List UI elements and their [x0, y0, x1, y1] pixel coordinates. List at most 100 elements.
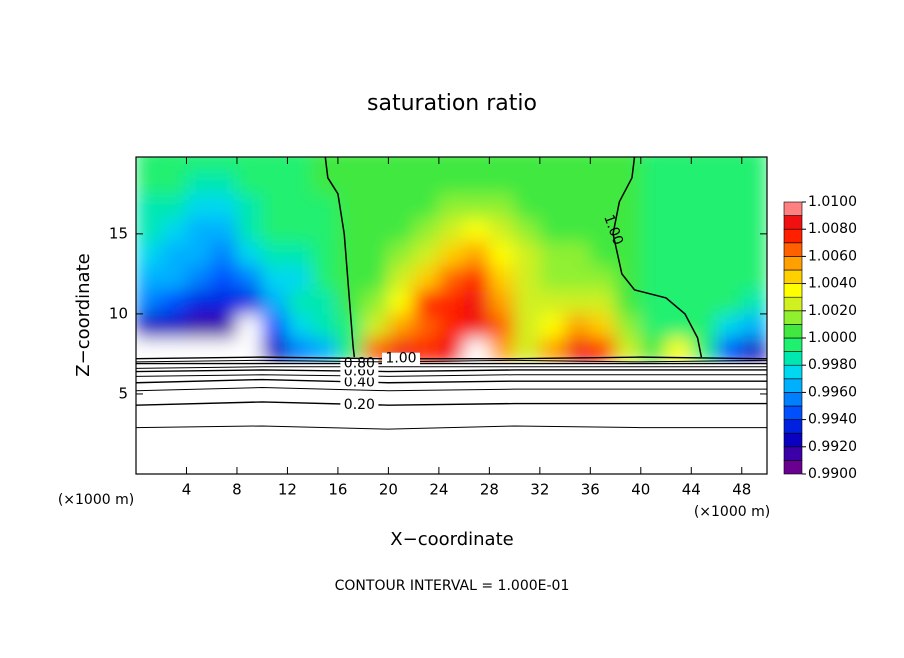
cell [236, 337, 263, 363]
cell [236, 217, 263, 243]
cell [211, 289, 238, 315]
cell [236, 289, 263, 315]
cell [589, 157, 617, 171]
cell [539, 169, 566, 195]
contour-line [136, 387, 767, 392]
cell [564, 217, 591, 243]
cell [160, 313, 187, 339]
cell [741, 313, 767, 339]
cell [312, 157, 339, 171]
cell [211, 217, 238, 243]
contours: 0.200.400.600.80 1.001.00 [136, 157, 767, 430]
cell [438, 265, 465, 291]
cell [337, 241, 364, 267]
contour-label-bg [340, 399, 379, 412]
cell [514, 169, 541, 195]
cell [741, 265, 767, 291]
colorbar-band [783, 242, 803, 257]
cell [690, 313, 718, 339]
cell [564, 313, 591, 339]
cell [589, 169, 617, 195]
contour-label-bg [382, 352, 421, 365]
cell [236, 313, 263, 339]
cell [438, 217, 465, 243]
colorbar-tick-label: 0.9940 [808, 412, 857, 428]
cell [488, 157, 516, 171]
cell [589, 241, 617, 267]
cell [438, 157, 465, 171]
cell [665, 337, 692, 363]
x-tick-label: 8 [232, 481, 242, 499]
cell [160, 217, 187, 243]
contour-line [136, 356, 767, 360]
cell [514, 157, 541, 171]
cell [564, 193, 591, 219]
cell [261, 241, 288, 267]
cell [514, 217, 541, 243]
cell [438, 193, 465, 219]
cell [236, 193, 263, 219]
cell [741, 289, 767, 315]
colorbar-tick-label: 1.0020 [808, 303, 857, 319]
cell [438, 313, 465, 339]
cell [539, 193, 566, 219]
cell [640, 313, 667, 339]
colorbar-band [783, 201, 803, 216]
cell [690, 157, 718, 171]
cell [236, 265, 263, 291]
cell [539, 217, 566, 243]
colorbar-band [783, 324, 803, 339]
cell [665, 265, 692, 291]
cell [337, 169, 364, 195]
cell [413, 157, 440, 171]
contour-line [136, 425, 767, 430]
cell [261, 313, 288, 339]
cell [741, 157, 767, 171]
field [136, 157, 767, 363]
cell [665, 193, 692, 219]
cell [615, 157, 642, 171]
x-tick-label: 20 [379, 481, 398, 499]
colorbar-band [783, 378, 803, 393]
cell [261, 169, 288, 195]
cell [640, 265, 667, 291]
cell [185, 241, 213, 267]
x-tick-label: 44 [682, 481, 701, 499]
x-tick-label: 24 [429, 481, 448, 499]
cell [690, 289, 718, 315]
cell [160, 265, 187, 291]
cell [261, 289, 288, 315]
cell [136, 265, 162, 291]
cell [211, 193, 238, 219]
cell [741, 241, 767, 267]
cell [312, 217, 339, 243]
cell [615, 265, 642, 291]
cell [236, 169, 263, 195]
colorbar-band [783, 364, 803, 380]
colorbar-band [783, 446, 803, 461]
cell [690, 169, 718, 195]
cell [665, 313, 692, 339]
cell [160, 289, 187, 315]
cell [716, 217, 743, 243]
colorbar-band [783, 405, 803, 420]
x-tick-label: 28 [480, 481, 499, 499]
contour-label-bg [340, 376, 379, 389]
cell [286, 289, 314, 315]
cell [716, 289, 743, 315]
cell [589, 289, 617, 315]
cell [413, 217, 440, 243]
contour-line [612, 157, 703, 358]
cell [211, 313, 238, 339]
cell [741, 217, 767, 243]
cell [312, 313, 339, 339]
cell [286, 265, 314, 291]
cell [185, 193, 213, 219]
cell [690, 217, 718, 243]
cell [539, 157, 566, 171]
cell [160, 241, 187, 267]
axes: 4 8 12 16 20 24 28 32 36 40 44 48510150.99000.99200… [109, 156, 857, 499]
cell [312, 289, 339, 315]
contour-line [136, 369, 767, 373]
cell [539, 313, 566, 339]
